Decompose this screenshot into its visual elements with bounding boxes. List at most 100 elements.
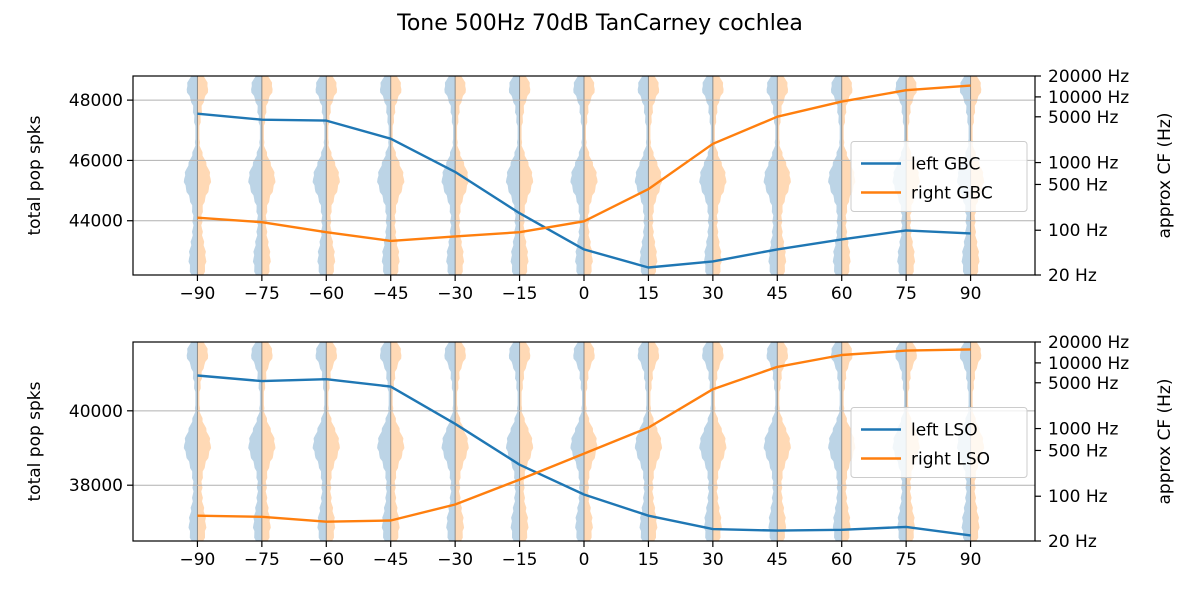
right-cf-profile [841, 76, 856, 275]
x-tick-label: 60 [831, 284, 853, 304]
legend-label: right LSO [911, 450, 990, 470]
left-cf-profile [312, 76, 327, 275]
y-tick-label: 40000 [69, 402, 123, 422]
left-cf-profile [828, 342, 842, 541]
x-tick-label: −60 [308, 550, 344, 570]
left-cf-profile [699, 76, 713, 275]
left-cf-profile [699, 342, 713, 541]
left-cf-profile [570, 76, 584, 275]
y-tick-label: 44000 [69, 212, 123, 232]
left-cf-profile [183, 76, 198, 275]
right-cf-profile [519, 342, 534, 541]
x-axis: −90 −75 −60 −45 −30 −15 0 15 30 45 60 75 90 [179, 541, 981, 570]
right-cf-profile [390, 342, 405, 541]
x-tick-label: −75 [244, 550, 280, 570]
left-cf-profile [634, 76, 649, 275]
series-line-right [197, 84, 971, 243]
right-cf-profile [326, 342, 340, 541]
right-cf-profile [197, 76, 212, 275]
left-cf-profile [570, 342, 584, 541]
cf-tick-label: 10000 Hz [1048, 88, 1129, 108]
y-tick-label: 48000 [69, 91, 123, 111]
cf-tick-label: 1000 Hz [1048, 154, 1118, 174]
legend-label: left LSO [911, 421, 978, 441]
right-cf-profile [390, 76, 405, 275]
y-tick-label: 38000 [69, 476, 123, 496]
cf-tick-label: 500 Hz [1048, 441, 1108, 461]
left-cf-profile [377, 342, 391, 541]
x-tick-label: −15 [502, 550, 538, 570]
right-cf-profile [261, 342, 276, 541]
cf-tick-label: 20 Hz [1048, 266, 1097, 286]
x-tick-label: 30 [702, 284, 724, 304]
left-cf-profile [312, 342, 327, 541]
y-axis-label: total pop spks [25, 381, 45, 501]
right-cf-profile [712, 342, 727, 541]
left-cf-profile [183, 342, 198, 541]
x-tick-label: 0 [579, 550, 590, 570]
x-tick-label: −30 [437, 550, 473, 570]
x-tick-label: −60 [308, 284, 344, 304]
y-axis-right-label: approx CF (Hz) [1155, 113, 1175, 239]
right-cf-profile [261, 76, 276, 275]
x-tick-label: 90 [960, 550, 982, 570]
y-axis-label: total pop spks [25, 115, 45, 235]
left-cf-profile [441, 342, 456, 541]
x-tick-label: 75 [895, 550, 917, 570]
left-cf-profile [248, 76, 262, 275]
cf-tick-label: 100 Hz [1048, 221, 1108, 241]
subplot-1: −90 −75 −60 −45 −30 −15 0 15 30 45 60 75 90 44000 4600… [25, 67, 1175, 304]
right-cf-profile [648, 76, 663, 275]
x-tick-label: 15 [638, 550, 660, 570]
left-cf-profile [248, 342, 262, 541]
series-line-right [197, 348, 971, 523]
cf-tick-label: 1000 Hz [1048, 420, 1118, 440]
x-tick-label: −75 [244, 284, 280, 304]
left-cf-profile [763, 342, 778, 541]
x-tick-label: −15 [502, 284, 538, 304]
left-cf-profile [441, 76, 456, 275]
x-axis: −90 −75 −60 −45 −30 −15 0 15 30 45 60 75 90 [179, 275, 981, 304]
right-cf-profile [712, 76, 727, 275]
right-cf-profile [455, 342, 469, 541]
cf-tick-label: 5000 Hz [1048, 108, 1118, 128]
x-tick-label: −30 [437, 284, 473, 304]
x-tick-label: 60 [831, 550, 853, 570]
series-line-left [197, 112, 971, 269]
y-axis-left: 38000 40000 [69, 402, 133, 496]
x-tick-label: −90 [179, 550, 215, 570]
figure-title: Tone 500Hz 70dB TanCarney cochlea [396, 11, 803, 36]
y-axis-right-label: approx CF (Hz) [1155, 379, 1175, 505]
cf-tick-label: 20000 Hz [1048, 67, 1129, 87]
left-cf-profile [763, 76, 778, 275]
legend: left GBC right GBC [850, 141, 1028, 212]
x-tick-label: 0 [579, 284, 590, 304]
y-axis-left: 44000 46000 48000 [69, 91, 133, 232]
subplot-2: −90 −75 −60 −45 −30 −15 0 15 30 45 60 75 90 38000 4000… [25, 333, 1175, 570]
x-tick-label: −45 [373, 550, 409, 570]
right-cf-profile [197, 342, 212, 541]
legend-label: right GBC [911, 184, 993, 204]
right-cf-profile [584, 76, 598, 275]
legend-label: left GBC [911, 155, 980, 175]
x-tick-label: 75 [895, 284, 917, 304]
left-cf-profile [377, 76, 391, 275]
x-tick-label: −45 [373, 284, 409, 304]
left-cf-profile [828, 76, 842, 275]
x-tick-label: 15 [638, 284, 660, 304]
x-tick-label: 45 [766, 284, 788, 304]
cf-tick-label: 20 Hz [1048, 532, 1097, 552]
cf-tick-label: 5000 Hz [1048, 374, 1118, 394]
right-cf-profile [584, 342, 598, 541]
legend: left LSO right LSO [850, 407, 1028, 478]
right-cf-profile [519, 76, 534, 275]
cf-tick-label: 500 Hz [1048, 175, 1108, 195]
x-tick-label: −90 [179, 284, 215, 304]
right-cf-profile [777, 342, 791, 541]
right-cf-profile [326, 76, 340, 275]
x-tick-label: 90 [960, 284, 982, 304]
legend-box [850, 141, 1028, 212]
